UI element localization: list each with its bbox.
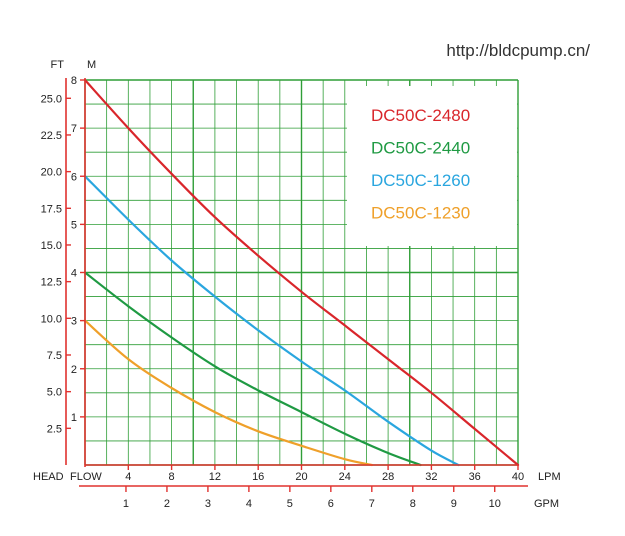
ft-tick-label: 5.0 bbox=[47, 387, 62, 399]
m-tick-label: 1 bbox=[71, 412, 77, 424]
m-tick-label: 8 bbox=[71, 75, 77, 87]
ft-tick-label: 20.0 bbox=[41, 167, 62, 179]
lpm-tick-label: 24 bbox=[339, 471, 351, 483]
lpm-tick-label: 8 bbox=[169, 471, 175, 483]
ft-tick-label: 10.0 bbox=[41, 313, 62, 325]
ft-tick-label: 25.0 bbox=[41, 93, 62, 105]
lpm-tick-label: 12 bbox=[209, 471, 221, 483]
series-line-dc50c-2440 bbox=[83, 271, 422, 467]
gpm-tick-label: 4 bbox=[246, 498, 252, 510]
m-tick-label: 6 bbox=[71, 171, 77, 183]
series-lines bbox=[83, 78, 520, 467]
gpm-tick-label: 5 bbox=[287, 498, 293, 510]
flow-label: FLOW bbox=[70, 471, 102, 483]
ft-tick-label: 15.0 bbox=[41, 240, 62, 252]
gpm-tick-label: 10 bbox=[489, 498, 501, 510]
ft-tick-label: 7.5 bbox=[47, 350, 62, 362]
ft-tick-label: 12.5 bbox=[41, 277, 62, 289]
series-line-dc50c-1260 bbox=[83, 175, 460, 467]
legend-entry-dc50c-1230: DC50C-1230 bbox=[371, 204, 470, 223]
gpm-tick-label: 8 bbox=[410, 498, 416, 510]
legend-box bbox=[347, 86, 517, 246]
gpm-tick-label: 6 bbox=[328, 498, 334, 510]
m-tick-label: 2 bbox=[71, 364, 77, 376]
m-tick-label: 3 bbox=[71, 316, 77, 328]
series-line-dc50c-1230 bbox=[83, 319, 373, 467]
lpm-axis-label: LPM bbox=[538, 471, 561, 483]
lpm-tick-label: 32 bbox=[425, 471, 437, 483]
gpm-tick-label: 3 bbox=[205, 498, 211, 510]
ft-tick-label: 2.5 bbox=[47, 423, 62, 435]
legend-entry-dc50c-1260: DC50C-1260 bbox=[371, 171, 470, 190]
lpm-tick-label: 20 bbox=[295, 471, 307, 483]
gpm-tick-label: 7 bbox=[369, 498, 375, 510]
lpm-tick-label: 16 bbox=[252, 471, 264, 483]
ft-tick-label: 22.5 bbox=[41, 130, 62, 142]
ft-axis-label: FT bbox=[51, 59, 65, 71]
m-tick-label: 7 bbox=[71, 123, 77, 135]
gpm-tick-label: 9 bbox=[451, 498, 457, 510]
head-label: HEAD bbox=[33, 471, 64, 483]
m-axis-label: M bbox=[87, 59, 96, 71]
legend-entry-dc50c-2440: DC50C-2440 bbox=[371, 139, 470, 158]
legend: DC50C-2480 DC50C-2440 DC50C-1260 DC50C-1230 bbox=[371, 106, 470, 223]
gpm-tick-label: 2 bbox=[164, 498, 170, 510]
m-tick-label: 4 bbox=[71, 268, 77, 280]
series-line-dc50c-2480 bbox=[83, 78, 520, 467]
gpm-axis-label: GPM bbox=[534, 498, 559, 510]
ft-tick-label: 17.5 bbox=[41, 203, 62, 215]
website-watermark: http://bldcpump.cn/ bbox=[446, 41, 590, 60]
lpm-tick-label: 36 bbox=[469, 471, 481, 483]
gpm-tick-label: 1 bbox=[123, 498, 129, 510]
axes: 123456782.55.07.510.012.515.017.520.022.… bbox=[41, 75, 528, 510]
m-tick-label: 5 bbox=[71, 219, 77, 231]
lpm-tick-label: 4 bbox=[125, 471, 131, 483]
legend-entry-dc50c-2480: DC50C-2480 bbox=[371, 106, 470, 125]
lpm-tick-label: 28 bbox=[382, 471, 394, 483]
lpm-tick-label: 40 bbox=[512, 471, 524, 483]
